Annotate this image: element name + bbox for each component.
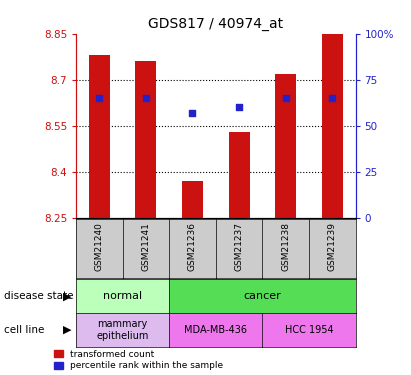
Text: ▶: ▶ [63,291,72,301]
Point [143,95,149,101]
Text: GSM21240: GSM21240 [95,222,104,271]
Text: disease state: disease state [4,291,74,301]
Point [282,95,289,101]
Point [96,95,103,101]
Text: cancer: cancer [243,291,281,301]
Title: GDS817 / 40974_at: GDS817 / 40974_at [148,17,283,32]
Legend: transformed count, percentile rank within the sample: transformed count, percentile rank withi… [54,350,223,370]
Text: GSM21241: GSM21241 [141,222,150,271]
Bar [136,61,156,217]
Point [236,104,242,110]
Bar [89,55,110,217]
Text: mammary
epithelium: mammary epithelium [97,319,149,341]
Bar [182,181,203,218]
Bar [322,34,343,218]
Text: normal: normal [103,291,142,301]
Text: ▶: ▶ [63,325,72,335]
Point [189,110,196,116]
Point [329,95,335,101]
Text: GSM21239: GSM21239 [328,222,337,271]
Bar [229,132,249,218]
Text: GSM21236: GSM21236 [188,222,197,271]
Text: MDA-MB-436: MDA-MB-436 [184,325,247,335]
Text: GSM21237: GSM21237 [235,222,244,271]
Text: HCC 1954: HCC 1954 [285,325,333,335]
Bar [275,74,296,217]
Text: GSM21238: GSM21238 [281,222,290,271]
Text: cell line: cell line [4,325,44,335]
